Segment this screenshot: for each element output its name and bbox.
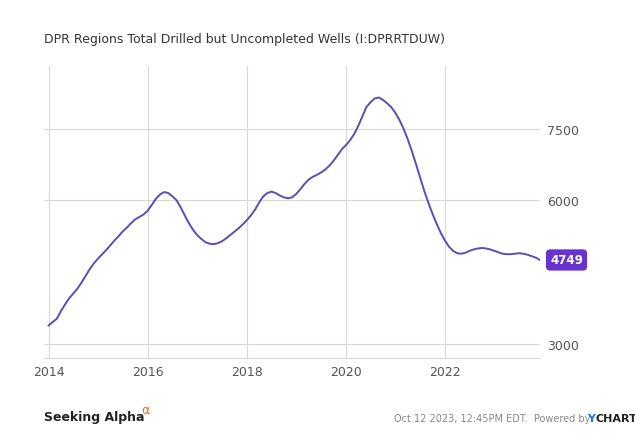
- Text: α: α: [141, 403, 149, 416]
- Text: 4749: 4749: [550, 254, 583, 267]
- Text: Y: Y: [587, 413, 596, 423]
- Text: DPR Regions Total Drilled but Uncompleted Wells (I:DPRRTDUW): DPR Regions Total Drilled but Uncomplete…: [44, 33, 445, 46]
- Text: CHARTS: CHARTS: [596, 413, 635, 423]
- Text: Oct 12 2023, 12:45PM EDT.  Powered by: Oct 12 2023, 12:45PM EDT. Powered by: [394, 413, 593, 423]
- Text: Seeking Alpha: Seeking Alpha: [44, 410, 145, 423]
